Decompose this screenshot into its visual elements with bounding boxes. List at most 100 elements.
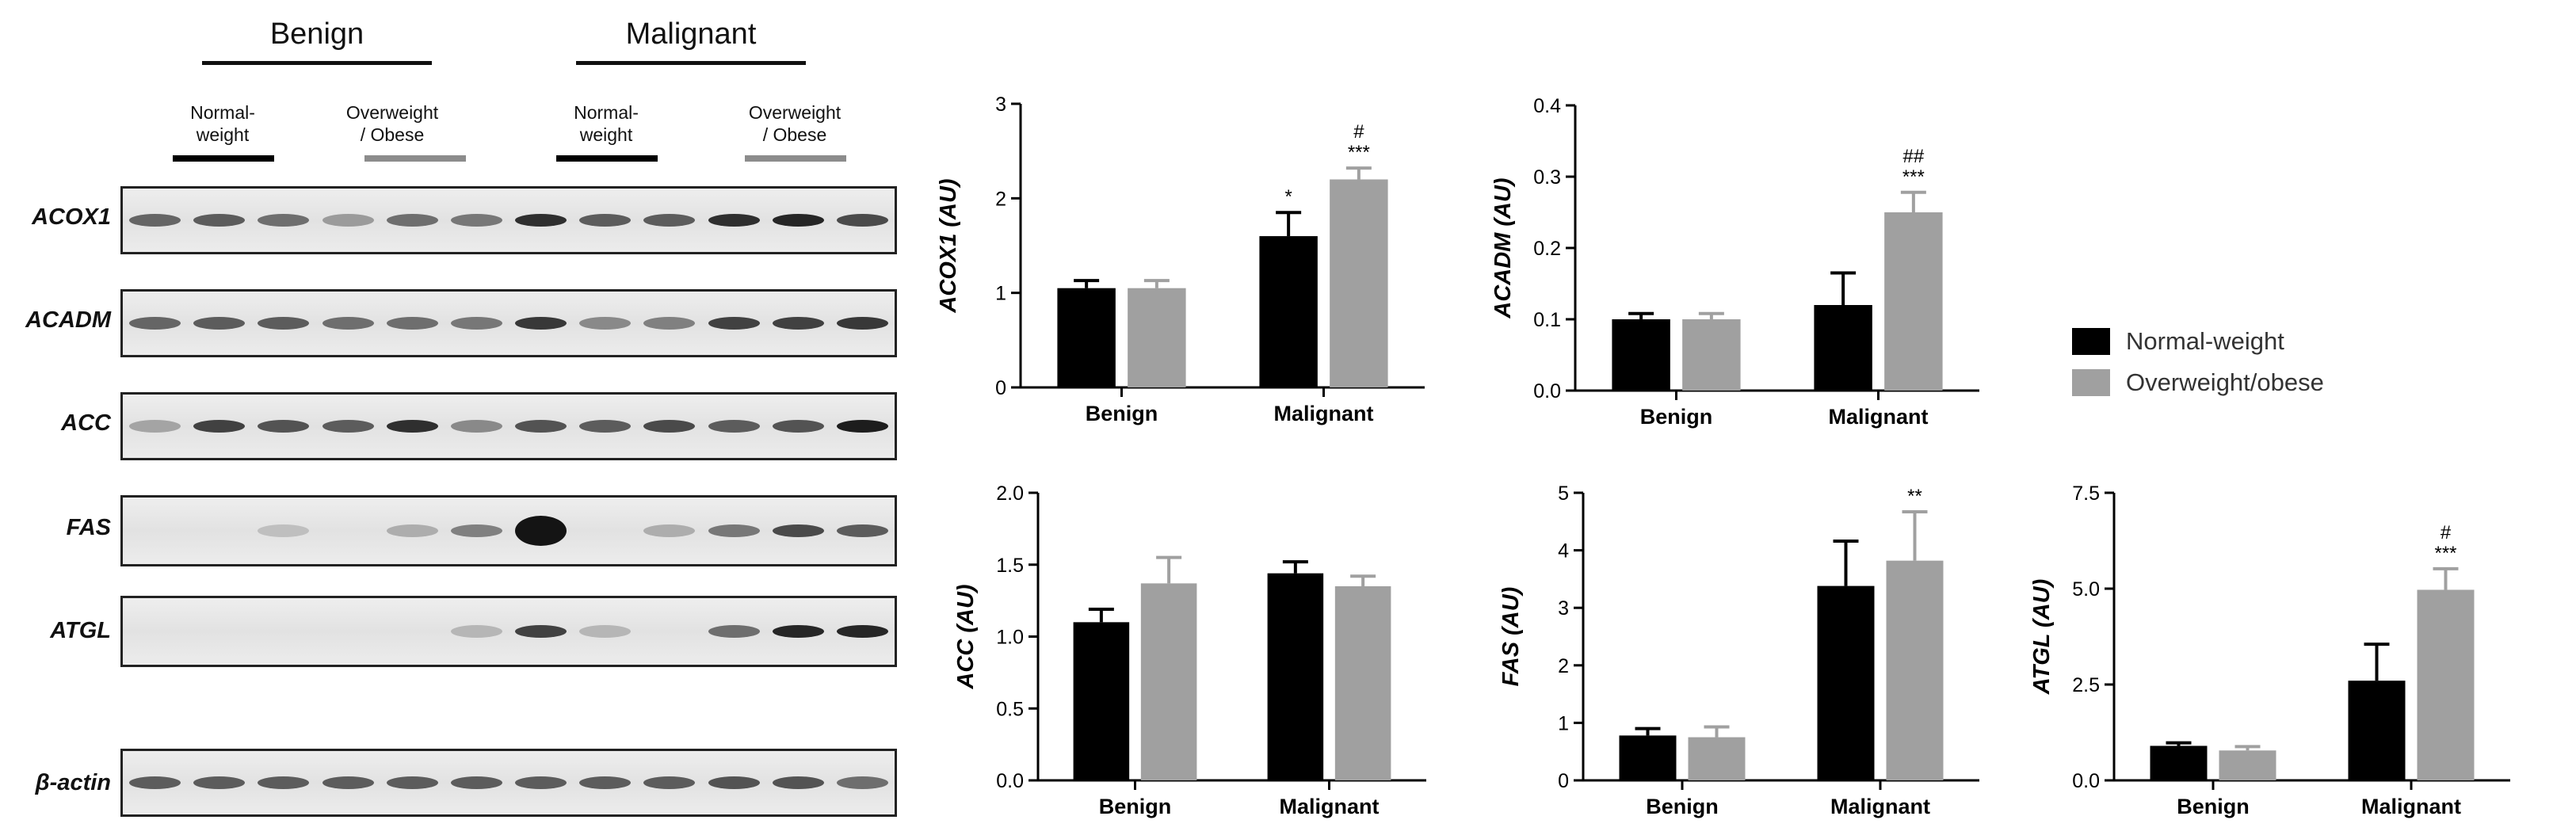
blot-band [772,420,824,433]
significance-marker: *** [2434,543,2456,564]
y-axis-label: ACC (AU) [953,584,979,689]
blot-band [836,625,888,638]
blot-band [193,317,246,330]
y-tick-label: 0.1 [1533,309,1561,331]
y-tick-label: 0.0 [2072,770,2100,792]
blot-band [322,317,374,330]
blot-band [386,317,438,330]
blot-band [129,317,181,330]
x-tick-label: Malignant [1829,405,1929,429]
y-tick-label: 0.5 [996,698,1024,720]
blot-band [515,776,567,789]
blot-panel-atgl [120,596,897,667]
protein-label-acc: ACC [61,410,111,436]
blot-band [836,420,888,433]
significance-marker: * [1284,186,1292,208]
bar [1884,212,1943,391]
bar [1886,560,1944,780]
blot-band [258,420,310,433]
blot-band [772,214,824,227]
significance-marker: *** [1348,142,1370,163]
bar [2150,746,2208,780]
y-tick-label: 7.5 [2072,482,2100,505]
blot-band [386,776,438,789]
blot-band [708,776,760,789]
blot-band [836,776,888,789]
x-tick-label: Benign [1086,402,1158,425]
blot-band [193,214,246,227]
blot-band [836,214,888,227]
bar [2219,750,2276,780]
bar [1267,573,1324,780]
y-axis-label: ACADM (AU) [1490,177,1516,318]
blot-band [450,317,502,330]
subgroup-label-malignant-overweight: Overweight / Obese [748,102,841,145]
protein-label-atgl: ATGL [50,618,111,643]
blot-band [643,524,696,537]
blot-band [515,214,567,227]
bar [1682,319,1741,391]
blot-band [708,214,760,227]
blot-band [836,317,888,330]
y-tick-label: 0 [995,377,1006,399]
legend-entry-normal-weight: Normal-weight [2072,321,2324,362]
bar [1259,236,1318,387]
blot-band [258,776,310,789]
subgroup-bar-benign-normal [173,155,274,162]
blot-band [708,420,760,433]
y-tick-label: 0.0 [996,770,1024,792]
bar [1128,288,1186,387]
blot-band [450,776,502,789]
blot-panel-acadm [120,289,897,357]
blot-band [643,776,696,789]
blot-band [322,776,374,789]
chart-legend: Normal-weight Overweight/obese [2072,321,2324,403]
x-tick-label: Malignant [1830,795,1930,818]
group-header-malignant: Malignant [625,17,757,51]
blot-band [386,214,438,227]
legend-swatch-overweight [2072,369,2110,396]
protein-label-beta-actin: β-actin [35,770,111,795]
western-blot-figure: Benign Malignant Normal- weight Overweig… [0,0,919,839]
subgroup-label-benign-overweight: Overweight / Obese [345,102,439,145]
blot-band [708,524,760,537]
blot-band [258,317,310,330]
y-axis-label: ACOX1 (AU) [936,178,961,313]
blot-band [193,776,246,789]
y-tick-label: 1.5 [996,555,1024,577]
bar [1330,179,1388,387]
bar [1073,622,1130,780]
blot-band [579,420,632,433]
significance-marker: # [2441,522,2452,543]
blot-band [643,317,696,330]
y-tick-label: 1 [995,283,1006,305]
subgroup-label-benign-normal: Normal- weight [190,102,255,145]
y-axis-label: ATGL (AU) [2029,579,2055,696]
blot-band [322,420,374,433]
y-tick-label: 0 [1558,770,1569,792]
legend-label-normal-weight: Normal-weight [2126,327,2284,355]
chart-2: 0.0 0.5 1.0 1.5 2.0 ACC (AU) Benign Malignant [953,482,1426,818]
blot-band [643,214,696,227]
blot-band [772,625,824,638]
blot-band [515,420,567,433]
y-tick-label: 1 [1558,712,1569,734]
protein-label-fas: FAS [66,515,111,540]
blot-band [836,524,888,537]
y-tick-label: 2 [1558,655,1569,677]
blot-band [450,625,502,638]
blot-band [258,214,310,227]
blot-band [515,625,567,638]
blot-band [258,524,310,537]
blot-panel-fas [120,495,897,566]
protein-label-acox1: ACOX1 [32,204,111,230]
blot-panel-beta-actin [120,749,897,817]
blot-band [708,625,760,638]
blot-band [386,420,438,433]
legend-swatch-normal-weight [2072,328,2110,355]
blot-band [450,524,502,537]
blot-band [515,516,567,546]
blot-band [386,524,438,537]
blot-band [129,776,181,789]
